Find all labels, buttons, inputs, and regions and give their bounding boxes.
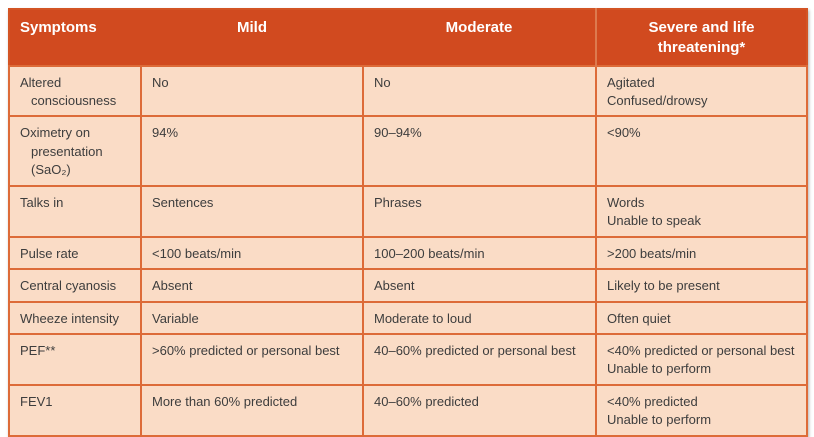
cell-severe: Agitated Confused/drowsy (595, 64, 808, 118)
header-row: Symptoms Mild Moderate Severe and life t… (9, 9, 807, 66)
cell-mild: Absent (140, 268, 364, 303)
cell-mild: >60% predicted or personal best (140, 333, 364, 386)
table-row: FEV1 More than 60% predicted 40–60% pred… (8, 383, 808, 437)
cell-moderate: 90–94% (362, 115, 597, 187)
table-row: Altered consciousness No No Agitated Con… (8, 64, 808, 118)
table-body: Altered consciousness No No Agitated Con… (8, 64, 808, 437)
cell-symptom: Oximetry on presentation (SaO₂) (8, 115, 142, 187)
cell-symptom: Wheeze intensity (8, 300, 142, 336)
table-row: Central cyanosis Absent Absent Likely to… (8, 268, 808, 303)
cell-symptom: FEV1 (8, 383, 142, 437)
cell-symptom: PEF** (8, 333, 142, 386)
cell-symptom: Altered consciousness (8, 64, 142, 118)
cell-severe: Words Unable to speak (595, 184, 808, 238)
cell-mild: Sentences (140, 184, 364, 238)
cell-mild: 94% (140, 115, 364, 187)
cell-symptom: Central cyanosis (8, 268, 142, 303)
table-header: Symptoms Mild Moderate Severe and life t… (9, 9, 807, 66)
cell-severe: <90% (595, 115, 808, 187)
cell-symptom: Pulse rate (8, 235, 142, 271)
cell-mild: <100 beats/min (140, 235, 364, 271)
cell-moderate: Moderate to loud (362, 300, 597, 336)
cell-severe: >200 beats/min (595, 235, 808, 271)
cell-severe: Likely to be present (595, 268, 808, 303)
cell-mild: Variable (140, 300, 364, 336)
table-row: Talks in Sentences Phrases Words Unable … (8, 184, 808, 238)
cell-moderate: 40–60% predicted (362, 383, 597, 437)
column-header-severe: Severe and life threatening* (595, 9, 807, 66)
column-header-symptoms: Symptoms (9, 9, 141, 66)
cell-moderate: Absent (362, 268, 597, 303)
cell-symptom: Talks in (8, 184, 142, 238)
cell-mild: More than 60% predicted (140, 383, 364, 437)
table-row: Oximetry on presentation (SaO₂) 94% 90–9… (8, 115, 808, 187)
cell-severe: Often quiet (595, 300, 808, 336)
page: Symptoms Mild Moderate Severe and life t… (8, 8, 808, 437)
column-header-mild: Mild (141, 9, 363, 66)
cell-moderate: 100–200 beats/min (362, 235, 597, 271)
column-header-moderate: Moderate (363, 9, 596, 66)
cell-moderate: Phrases (362, 184, 597, 238)
cell-severe: <40% predicted or personal best Unable t… (595, 333, 808, 386)
cell-severe: <40% predicted Unable to perform (595, 383, 808, 437)
asthma-severity-table: Symptoms Mild Moderate Severe and life t… (8, 8, 808, 437)
table-row: Pulse rate <100 beats/min 100–200 beats/… (8, 235, 808, 271)
table-row: Wheeze intensity Variable Moderate to lo… (8, 300, 808, 336)
cell-moderate: 40–60% predicted or personal best (362, 333, 597, 386)
cell-moderate: No (362, 64, 597, 118)
cell-mild: No (140, 64, 364, 118)
table-row: PEF** >60% predicted or personal best 40… (8, 333, 808, 386)
